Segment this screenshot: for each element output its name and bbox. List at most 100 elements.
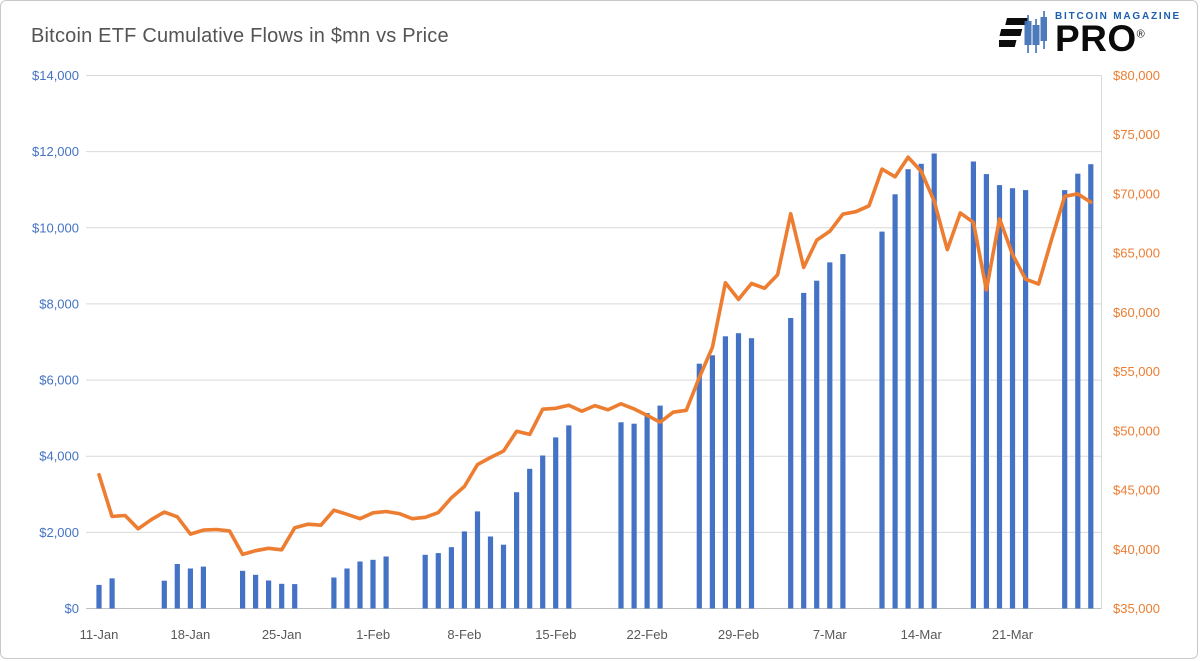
flow-bar <box>644 413 650 609</box>
flow-bar <box>1075 173 1081 609</box>
flow-bar <box>657 405 663 609</box>
flow-bar <box>996 185 1003 609</box>
flow-bar <box>331 577 337 609</box>
left-axis-tick-label: $2,000 <box>39 525 79 540</box>
flow-bar <box>292 584 298 609</box>
gridlines <box>86 75 1102 609</box>
right-axis-tick-label: $55,000 <box>1113 364 1160 379</box>
flow-bar <box>266 580 272 609</box>
left-axis-tick-label: $8,000 <box>39 296 79 311</box>
flow-bar <box>1062 190 1068 609</box>
flow-bar <box>514 492 520 609</box>
flow-bar <box>240 570 246 609</box>
flow-bar <box>500 544 507 609</box>
flow-bar <box>840 254 846 609</box>
x-axis-tick-label: 1-Feb <box>356 627 390 642</box>
flow-bar <box>827 262 833 609</box>
flow-bar <box>748 338 755 609</box>
x-axis-tick-label: 7-Mar <box>813 627 848 642</box>
flow-bar <box>109 578 115 609</box>
right-axis-tick-label: $45,000 <box>1113 483 1160 498</box>
right-axis-tick-label: $40,000 <box>1113 542 1160 557</box>
flow-bar <box>892 194 898 609</box>
left-axis-tick-label: $14,000 <box>32 68 79 83</box>
left-axis-tick-label: $4,000 <box>39 449 79 464</box>
chart-title: Bitcoin ETF Cumulative Flows in $mn vs P… <box>31 25 449 47</box>
flow-bar <box>905 169 911 609</box>
right-axis-tick-label: $65,000 <box>1113 246 1160 261</box>
x-axis-tick-label: 22-Feb <box>626 627 667 642</box>
flow-bar <box>448 547 454 609</box>
flow-bar <box>279 583 285 609</box>
flow-bar <box>931 153 937 609</box>
flow-bar <box>344 568 350 609</box>
flow-bar <box>527 468 533 609</box>
logo-pro-word: PRO <box>1054 18 1137 60</box>
flow-bar <box>553 437 559 609</box>
flow-bar <box>187 568 193 609</box>
flow-bar <box>618 422 624 609</box>
x-axis-tick-label: 29-Feb <box>718 627 759 642</box>
flow-bar <box>357 561 363 609</box>
right-axis-tick-label: $80,000 <box>1113 68 1160 83</box>
flow-bar <box>722 336 728 609</box>
logo-text: BITCOIN MAGAZINE PRO® <box>1054 11 1181 58</box>
left-axis-labels: $0 $2,000 $4,000 $6,000 $8,000 $10,000 $12,000… <box>32 68 79 616</box>
logo-registered-mark: ® <box>1136 28 1146 41</box>
flow-bar <box>631 423 637 609</box>
flow-bar <box>370 559 376 609</box>
x-axis-tick-label: 11-Jan <box>80 627 119 642</box>
flow-bar <box>422 554 428 609</box>
x-axis-labels: 11-Jan 18-Jan 25-Jan 1-Feb 8-Feb 15-Feb 22-Feb… <box>80 627 1034 642</box>
flows-bar-series <box>96 153 1094 609</box>
left-axis-tick-label: $10,000 <box>32 220 79 235</box>
left-axis-tick-label: $12,000 <box>32 144 79 159</box>
flow-bar <box>1088 164 1094 609</box>
flow-bar <box>435 553 441 609</box>
flow-bar <box>735 333 742 609</box>
logo-pro-label: PRO® <box>1055 20 1146 57</box>
flow-bar <box>383 556 389 609</box>
flow-bar <box>709 355 715 609</box>
flow-bar <box>253 574 259 609</box>
logo-candlesticks <box>1024 11 1047 53</box>
flow-bar <box>474 511 481 609</box>
x-axis-tick-label: 18-Jan <box>171 627 211 642</box>
x-axis-tick-label: 25-Jan <box>262 627 302 642</box>
flow-bar <box>566 425 572 609</box>
flow-bar <box>174 564 180 609</box>
flow-bar <box>970 161 976 609</box>
logo-stripes <box>998 18 1028 47</box>
flow-bar <box>96 584 102 609</box>
flow-bar <box>200 566 206 609</box>
right-axis-tick-label: $50,000 <box>1113 423 1160 438</box>
flow-bar <box>161 580 167 609</box>
flow-bar <box>918 163 924 609</box>
flow-bar <box>788 318 794 609</box>
right-axis-tick-label: $60,000 <box>1113 305 1160 320</box>
logo-magazine-label: BITCOIN MAGAZINE <box>1054 11 1181 23</box>
x-axis-tick-label: 15-Feb <box>535 627 576 642</box>
flow-bar <box>461 531 467 609</box>
left-axis-tick-label: $6,000 <box>39 373 79 388</box>
flow-bar <box>1023 190 1029 609</box>
x-axis-tick-label: 8-Feb <box>447 627 481 642</box>
flow-bar <box>696 363 702 609</box>
right-axis-labels: $35,000 $40,000 $45,000 $50,000 $55,000 $60,0… <box>1113 68 1160 616</box>
right-axis-tick-label: $75,000 <box>1113 127 1160 142</box>
right-axis-tick-label: $35,000 <box>1113 601 1160 616</box>
right-axis-tick-label: $70,000 <box>1113 186 1160 201</box>
price-line <box>97 155 1093 557</box>
flow-bar <box>1009 188 1016 609</box>
flow-bar <box>487 536 494 609</box>
flow-bar <box>879 231 885 609</box>
flow-bar <box>540 455 546 609</box>
x-axis-tick-label: 21-Mar <box>992 627 1034 642</box>
left-axis-tick-label: $0 <box>65 601 79 616</box>
x-axis-tick-label: 14-Mar <box>901 627 943 642</box>
bitcoin-magazine-pro-icon <box>998 11 1047 53</box>
flow-bar <box>983 174 989 609</box>
bitcoin-magazine-pro-logo: BITCOIN MAGAZINE PRO® <box>998 11 1181 58</box>
